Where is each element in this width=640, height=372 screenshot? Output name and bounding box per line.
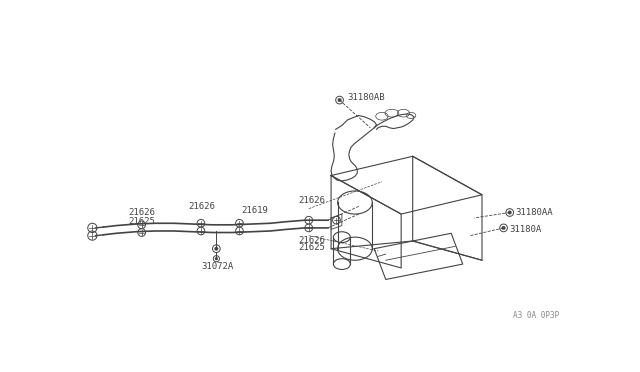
Circle shape	[214, 247, 218, 250]
Text: 31180A: 31180A	[509, 225, 541, 234]
Text: 31072A: 31072A	[201, 262, 233, 271]
Text: 21626: 21626	[299, 196, 326, 205]
Text: 31180AB: 31180AB	[348, 93, 385, 102]
Circle shape	[338, 98, 341, 102]
Circle shape	[215, 257, 218, 260]
Text: 21626: 21626	[129, 208, 156, 217]
Text: 31180AA: 31180AA	[515, 208, 553, 217]
Text: 21625: 21625	[299, 243, 326, 253]
Text: A3 0A 0P3P: A3 0A 0P3P	[513, 311, 559, 320]
Text: 21619: 21619	[242, 206, 269, 215]
Text: 21625: 21625	[129, 217, 156, 226]
Text: 21626: 21626	[299, 236, 326, 245]
Circle shape	[502, 226, 506, 230]
Circle shape	[508, 211, 511, 214]
Text: 21626: 21626	[188, 202, 215, 211]
